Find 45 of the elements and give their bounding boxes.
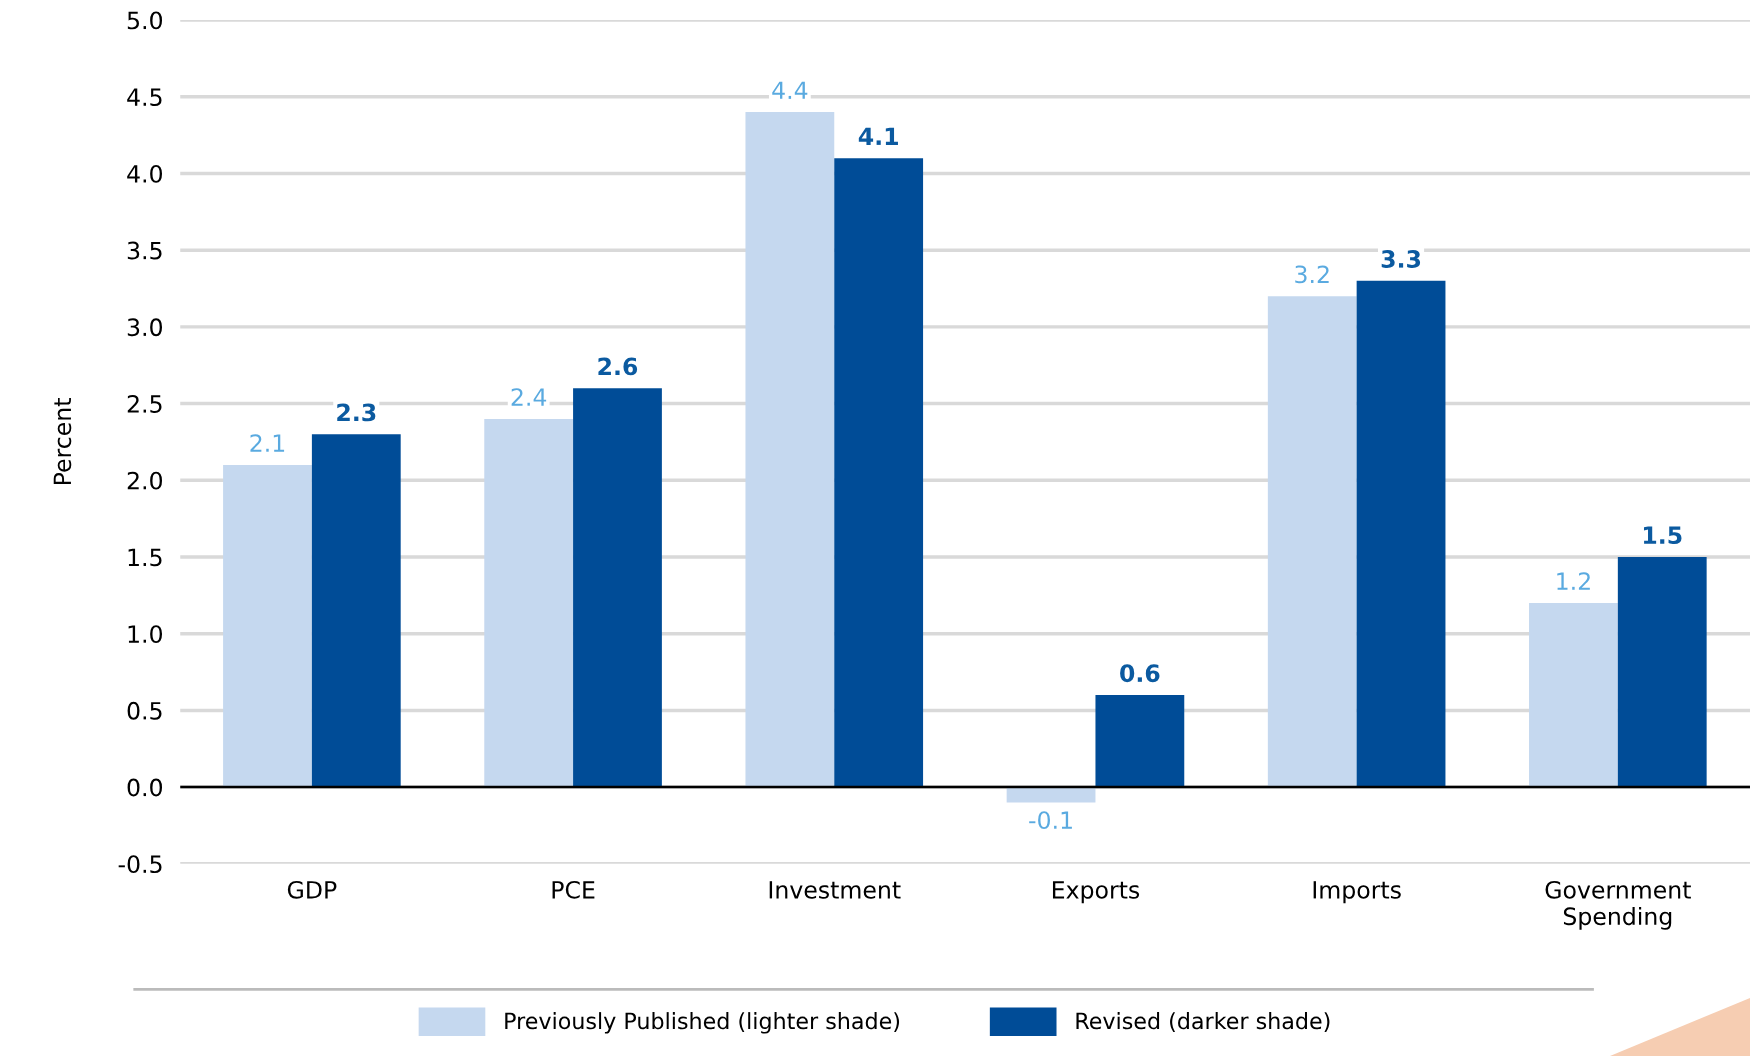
- x-tick-label: Investment: [769, 881, 901, 899]
- data-label: 4.4: [772, 81, 808, 99]
- data-label: 2.6: [598, 357, 638, 376]
- bar: [311, 434, 401, 788]
- bar: [1617, 556, 1707, 788]
- data-label: 1.2: [1557, 572, 1590, 590]
- bar: [223, 464, 312, 788]
- y-axis-title: Percent: [53, 398, 72, 485]
- bar: [1529, 603, 1618, 788]
- data-label: -0.1: [1029, 811, 1072, 830]
- y-tick-label: 5.0: [127, 11, 163, 30]
- data-label: 2.4: [511, 388, 547, 406]
- y-tick-label: 4.0: [127, 164, 163, 183]
- x-tick-label: Government Spending: [1545, 880, 1691, 930]
- y-tick-label: 2.5: [127, 395, 162, 413]
- x-tick-label: Imports: [1313, 881, 1401, 904]
- y-tick-label: 4.5: [127, 88, 162, 107]
- data-label: 3.3: [1381, 250, 1421, 268]
- x-tick-label: Exports: [1052, 881, 1140, 904]
- data-label: 2.1: [250, 434, 285, 452]
- y-tick-label: 1.5: [128, 548, 162, 567]
- x-tick-label: GDP: [287, 880, 337, 899]
- y-tick-label: 3.5: [127, 241, 162, 260]
- data-label: 2.3: [337, 403, 376, 422]
- bar: [834, 158, 924, 788]
- y-tick-label: 1.0: [128, 625, 163, 643]
- data-label: 4.1: [858, 127, 898, 145]
- data-label: 0.6: [1120, 664, 1160, 683]
- bar: [1006, 787, 1096, 803]
- x-tick-label: PCE: [552, 880, 595, 899]
- legend-label: Revised (darker shade): [1076, 1012, 1330, 1032]
- bar: [1267, 296, 1357, 788]
- bar: [484, 418, 574, 788]
- y-tick-label: 0.0: [127, 778, 163, 797]
- bar: [573, 388, 662, 788]
- data-label: 3.2: [1295, 265, 1329, 284]
- bar: [1356, 280, 1446, 788]
- y-tick-label: 2.0: [127, 471, 163, 490]
- bar: [1095, 695, 1185, 788]
- y-tick-label: 3.0: [127, 318, 163, 337]
- bar: [745, 112, 835, 788]
- legend-label: Previously Published (lighter shade): [505, 1012, 900, 1034]
- y-tick-label: 0.5: [127, 701, 162, 720]
- y-tick-label: -0.5: [118, 855, 162, 874]
- data-label: 1.5: [1643, 526, 1682, 545]
